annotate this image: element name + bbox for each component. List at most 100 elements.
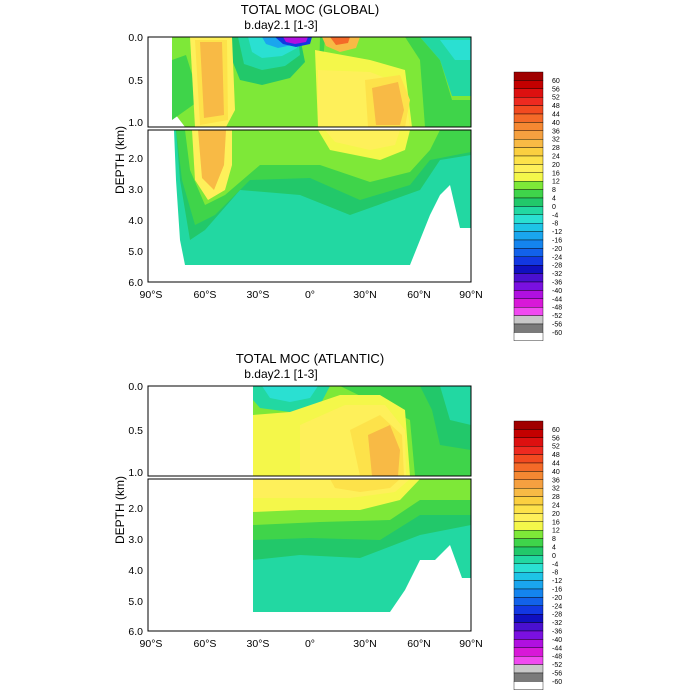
colorbar-swatch <box>513 323 544 333</box>
y-tick-label: 5.0 <box>128 596 143 608</box>
colorbar-label: -4 <box>552 561 558 568</box>
x-tick-label: 90°S <box>140 638 163 650</box>
colorbar-label: 8 <box>552 536 556 543</box>
colorbar-label: -4 <box>552 212 558 219</box>
x-tick-label: 60°S <box>194 638 217 650</box>
colorbar-label: 20 <box>552 511 560 518</box>
colorbar-label: -8 <box>552 221 558 228</box>
colorbar-swatch <box>513 138 544 148</box>
colorbar-label: 52 <box>552 444 560 451</box>
colorbar-label: -12 <box>552 578 562 585</box>
contour-band-top-n2 <box>330 37 350 45</box>
y-axis-upper: 0.0 0.5 1.0 <box>128 32 143 129</box>
y-axis-label: DEPTH (km) <box>113 476 127 544</box>
colorbar-swatch <box>513 605 544 615</box>
colorbar-label: -32 <box>552 620 562 627</box>
colorbar-swatch <box>513 580 544 590</box>
colorbar-label: 28 <box>552 494 560 501</box>
colorbar-swatch <box>513 555 544 565</box>
colorbar-label: -48 <box>552 654 562 661</box>
colorbar-label: 4 <box>552 196 556 203</box>
colorbar-swatch <box>513 206 544 215</box>
colorbar-swatch <box>513 71 544 81</box>
colorbar-swatch <box>513 630 544 640</box>
colorbar-label: 44 <box>552 112 560 119</box>
colorbar-global: 60565248444036322824201612840-4-8-12-16-… <box>513 71 562 341</box>
y-tick-label: 6.0 <box>128 626 143 638</box>
colorbar-swatch <box>513 664 544 674</box>
contour-band-m4 <box>440 386 471 425</box>
chart-title: TOTAL MOC (GLOBAL) <box>241 2 379 17</box>
colorbar-swatch <box>513 298 544 308</box>
y-tick-label: 4.0 <box>128 565 143 577</box>
colorbar-label: -36 <box>552 629 562 636</box>
x-tick-label: 90°S <box>140 289 163 301</box>
colorbar-swatch <box>513 265 544 274</box>
colorbar-label: 32 <box>552 137 560 144</box>
colorbar-label: -44 <box>552 296 562 303</box>
colorbar-swatch <box>513 681 544 691</box>
colorbar-swatch <box>513 189 544 199</box>
contour-band-top-n <box>322 37 360 52</box>
colorbar-swatch <box>513 180 544 190</box>
colorbar-label: -24 <box>552 254 562 261</box>
colorbar-swatch <box>513 488 544 497</box>
colorbar-swatch <box>513 248 544 257</box>
colorbar-label: -40 <box>552 288 562 295</box>
y-tick-label: 0.0 <box>128 32 143 44</box>
contour-band-28 <box>200 42 224 118</box>
colorbar-label: -24 <box>552 603 562 610</box>
x-tick-label: 30°S <box>247 289 270 301</box>
colorbar-swatch <box>513 513 544 523</box>
contour-band-20-lower <box>330 479 400 492</box>
colorbar-swatch <box>513 113 544 123</box>
contour-band-cyan-n2 <box>440 40 471 60</box>
contour-band-m8-s <box>262 386 318 402</box>
plot-frame-lower <box>147 478 472 632</box>
colorbar-label: 16 <box>552 519 560 526</box>
colorbar-label: 8 <box>552 187 556 194</box>
colorbar-swatch <box>513 130 544 140</box>
colorbar-label: 20 <box>552 162 560 169</box>
colorbar-swatch <box>513 231 544 241</box>
colorbar-swatch <box>513 315 544 325</box>
colorbar-swatch <box>513 538 544 548</box>
y-tick-label: 1.0 <box>128 467 143 479</box>
panel-atlantic: TOTAL MOC (ATLANTIC) b.day2.1 [1-3] <box>113 351 562 691</box>
x-tick-label: 0° <box>305 289 315 301</box>
colorbar-label: -36 <box>552 280 562 287</box>
colorbar-swatch <box>513 563 544 573</box>
y-tick-label: 0.5 <box>128 75 143 87</box>
colorbar-label: 32 <box>552 486 560 493</box>
colorbar-label: -60 <box>552 330 562 337</box>
colorbar-atlantic: 60565248444036322824201612840-4-8-12-16-… <box>513 420 562 691</box>
plot-frame-lower <box>147 129 472 283</box>
y-tick-label: 6.0 <box>128 277 143 289</box>
colorbar-label: 56 <box>552 435 560 442</box>
colorbar-label: 44 <box>552 461 560 468</box>
x-tick-label: 60°S <box>194 289 217 301</box>
colorbar-label: 56 <box>552 86 560 93</box>
colorbar-swatch <box>513 281 544 291</box>
contour-band-16n-lower <box>325 130 400 150</box>
x-tick-label: 30°S <box>247 638 270 650</box>
colorbar-label: -56 <box>552 671 562 678</box>
y-tick-label: 4.0 <box>128 215 143 227</box>
colorbar-label: -20 <box>552 246 562 253</box>
y-tick-label: 3.0 <box>128 534 143 546</box>
colorbar-label: 28 <box>552 145 560 152</box>
plot-frame-upper <box>147 385 472 477</box>
contour-field-upper <box>148 37 471 127</box>
x-tick-label: 60°N <box>407 638 430 650</box>
colorbar-swatch <box>513 614 544 623</box>
colorbar-swatch <box>513 504 544 514</box>
colorbar-swatch <box>513 639 544 649</box>
colorbar-swatch <box>513 88 544 98</box>
x-tick-label: 90°N <box>459 638 482 650</box>
y-axis-lower: 2.0 3.0 4.0 5.0 6.0 <box>128 503 143 638</box>
colorbar-label: -56 <box>552 322 562 329</box>
colorbar-label: 24 <box>552 154 560 161</box>
colorbar-swatch <box>513 332 544 341</box>
colorbar-label: 12 <box>552 528 560 535</box>
